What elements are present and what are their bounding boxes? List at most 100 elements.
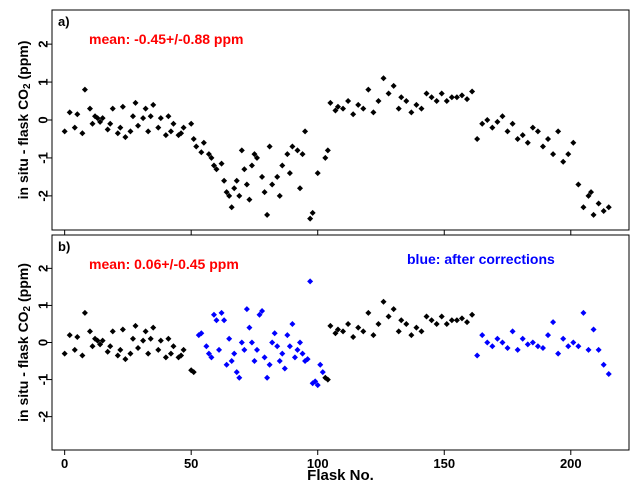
data-point [119, 326, 126, 333]
data-point [304, 356, 311, 363]
data-point [433, 320, 440, 327]
data-point [484, 339, 491, 346]
data-point [385, 90, 392, 97]
data-point [79, 130, 86, 137]
data-point [314, 382, 321, 389]
data-point [545, 332, 552, 339]
x-tick-label: 50 [184, 456, 198, 471]
data-point [86, 105, 93, 112]
data-point [458, 92, 465, 99]
data-point [127, 128, 134, 135]
data-point [66, 109, 73, 116]
data-point [226, 192, 233, 199]
data-point [545, 135, 552, 142]
data-point [135, 122, 142, 129]
data-point [274, 343, 281, 350]
data-point [279, 162, 286, 169]
series-blue [195, 278, 612, 389]
data-point [453, 317, 460, 324]
series-black [61, 75, 612, 222]
data-point [350, 111, 357, 118]
data-point [395, 328, 402, 335]
data-point [529, 124, 536, 131]
data-point [453, 94, 460, 101]
data-point [165, 335, 172, 342]
data-point [216, 346, 223, 353]
data-point [570, 339, 577, 346]
data-point [157, 337, 164, 344]
data-point [271, 330, 278, 337]
data-point [259, 173, 266, 180]
data-point [188, 120, 195, 127]
data-point [286, 170, 293, 177]
data-point [499, 339, 506, 346]
data-point [178, 352, 185, 359]
data-point [509, 120, 516, 127]
data-point [390, 306, 397, 313]
data-point [259, 307, 266, 314]
data-point [605, 371, 612, 378]
data-point [142, 105, 149, 112]
x-tick-label: 200 [560, 456, 582, 471]
data-point [317, 361, 324, 368]
data-point [286, 343, 293, 350]
y-tick-label: 0 [36, 339, 51, 346]
data-point [256, 311, 263, 318]
data-point [299, 151, 306, 158]
data-point [575, 181, 582, 188]
data-point [504, 128, 511, 135]
y-tick-label: 0 [36, 116, 51, 123]
data-point [289, 320, 296, 327]
data-point [119, 103, 126, 110]
data-point [218, 160, 225, 167]
data-point [334, 103, 341, 110]
data-point [213, 166, 220, 173]
data-point [178, 130, 185, 137]
data-point [223, 361, 230, 368]
data-point [365, 309, 372, 316]
data-point [86, 328, 93, 335]
data-point [231, 350, 238, 357]
data-point [580, 309, 587, 316]
data-point [529, 339, 536, 346]
panel-b: -2 -1 0 1 2 0 50 100 150 200 b) mean: 0.06+/-0.45 p… [15, 234, 630, 484]
data-point [99, 337, 106, 344]
y-axis-label: in situ - flask CO2 (ppm) [15, 263, 33, 422]
data-point [355, 324, 362, 331]
data-point [127, 350, 134, 357]
data-point [246, 324, 253, 331]
y-tick-label: 1 [36, 78, 51, 85]
data-point [555, 350, 562, 357]
data-point [147, 335, 154, 342]
data-point [375, 98, 382, 105]
data-point [494, 118, 501, 125]
data-point [413, 101, 420, 108]
data-point [150, 101, 157, 108]
data-point [238, 339, 245, 346]
data-point [97, 341, 104, 348]
data-point [236, 374, 243, 381]
data-point [129, 335, 136, 342]
data-point [464, 96, 471, 103]
data-point [408, 109, 415, 116]
data-point [218, 309, 225, 316]
data-point [423, 90, 430, 97]
data-point [221, 177, 228, 184]
data-point [205, 151, 212, 158]
data-point [514, 346, 521, 353]
data-point [107, 343, 114, 350]
data-point [264, 211, 271, 218]
data-point [370, 109, 377, 116]
data-point [89, 120, 96, 127]
data-point [390, 82, 397, 89]
data-point [345, 320, 352, 327]
data-point [355, 101, 362, 108]
data-point [180, 124, 187, 131]
data-point [570, 139, 577, 146]
data-point [380, 75, 387, 82]
data-point [494, 335, 501, 342]
data-point [327, 99, 334, 106]
data-point [198, 149, 205, 156]
data-point [312, 378, 319, 385]
data-point [334, 326, 341, 333]
